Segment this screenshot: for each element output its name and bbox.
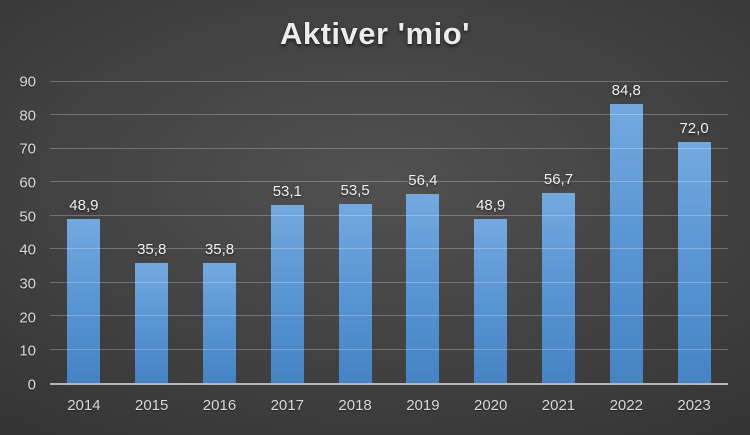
bar-2016 bbox=[202, 263, 236, 383]
gridline-y10 bbox=[50, 348, 728, 350]
y-axis-tick-label: 0 bbox=[27, 376, 36, 394]
x-axis-tick-label: 2017 bbox=[270, 397, 304, 414]
chart-title: Aktiver 'mio' bbox=[279, 16, 471, 51]
data-label: 48,9 bbox=[476, 197, 506, 215]
gridline-y70 bbox=[50, 147, 728, 149]
gridline-y20 bbox=[50, 315, 728, 317]
bar-slot-2023: 72,0 bbox=[660, 82, 728, 383]
bar-2014 bbox=[67, 219, 101, 383]
bar-slot-2014: 48,9 bbox=[50, 82, 118, 383]
plot-area: 48,9 35,8 35,8 53,1 53,5 56,4 48,9 56,7 84,8 72,0 bbox=[50, 81, 728, 385]
data-label: 72,0 bbox=[679, 120, 709, 138]
y-axis-tick-label: 40 bbox=[19, 241, 36, 259]
bar-2018 bbox=[338, 204, 372, 383]
x-axis-tick-label: 2014 bbox=[67, 397, 101, 414]
y-axis: 0 10 20 30 40 50 60 70 80 90 bbox=[0, 74, 42, 394]
bar-2017 bbox=[270, 205, 304, 383]
x-axis-tick-label: 2023 bbox=[677, 397, 711, 414]
y-axis-tick-label: 90 bbox=[19, 73, 36, 91]
y-axis-tick-label: 30 bbox=[19, 275, 36, 293]
bar-slot-2022: 84,8 bbox=[592, 82, 660, 383]
data-label: 53,1 bbox=[272, 183, 302, 201]
gridline-y60 bbox=[50, 181, 728, 183]
y-axis-tick-label: 80 bbox=[19, 107, 36, 125]
data-label: 35,8 bbox=[204, 241, 235, 259]
bar-2015 bbox=[135, 263, 169, 383]
data-label: 48,9 bbox=[69, 197, 99, 215]
data-label: 35,8 bbox=[137, 241, 167, 259]
gridline-y40 bbox=[50, 248, 728, 250]
x-axis-tick-label: 2019 bbox=[406, 397, 440, 414]
data-label: 56,4 bbox=[408, 172, 438, 190]
bar-slot-2017: 53,1 bbox=[253, 82, 321, 383]
bar-slot-2020: 48,9 bbox=[457, 82, 525, 383]
bar-slot-2018: 53,5 bbox=[321, 82, 389, 383]
y-axis-tick-label: 50 bbox=[19, 208, 36, 226]
data-label: 56,7 bbox=[543, 171, 574, 189]
bar-2019 bbox=[406, 194, 440, 383]
y-axis-tick-label: 20 bbox=[19, 309, 36, 327]
bar-slot-2016: 35,8 bbox=[186, 82, 254, 383]
x-axis: 2014 2015 2016 2017 2018 2019 2020 2021 2022 2023 bbox=[50, 396, 728, 416]
bar-slot-2021: 56,7 bbox=[525, 82, 593, 383]
bar-2022 bbox=[609, 104, 643, 383]
bar-2020 bbox=[474, 219, 508, 383]
data-label: 53,5 bbox=[340, 182, 370, 200]
x-axis-tick-label: 2020 bbox=[473, 397, 508, 414]
y-axis-tick-label: 10 bbox=[19, 342, 36, 360]
gridline-y80 bbox=[50, 114, 728, 116]
bars-container: 48,9 35,8 35,8 53,1 53,5 56,4 48,9 56,7 84,8 72,0 bbox=[50, 82, 728, 383]
bar-slot-2019: 56,4 bbox=[389, 82, 457, 383]
gridline-y30 bbox=[50, 281, 728, 283]
y-axis-tick-label: 70 bbox=[19, 140, 36, 158]
y-axis-tick-label: 60 bbox=[19, 174, 36, 192]
bar-slot-2015: 35,8 bbox=[118, 82, 186, 383]
data-label: 84,8 bbox=[611, 82, 641, 99]
bar-2021 bbox=[541, 193, 575, 383]
bar-2023 bbox=[677, 142, 711, 383]
gridline-y50 bbox=[50, 214, 728, 216]
x-axis-tick-label: 2016 bbox=[202, 397, 237, 414]
x-axis-tick-label: 2018 bbox=[338, 397, 372, 414]
x-axis-tick-label: 2022 bbox=[609, 397, 643, 414]
x-axis-tick-label: 2021 bbox=[541, 397, 576, 414]
gridline-y90 bbox=[50, 81, 728, 82]
x-axis-tick-label: 2015 bbox=[135, 397, 169, 414]
